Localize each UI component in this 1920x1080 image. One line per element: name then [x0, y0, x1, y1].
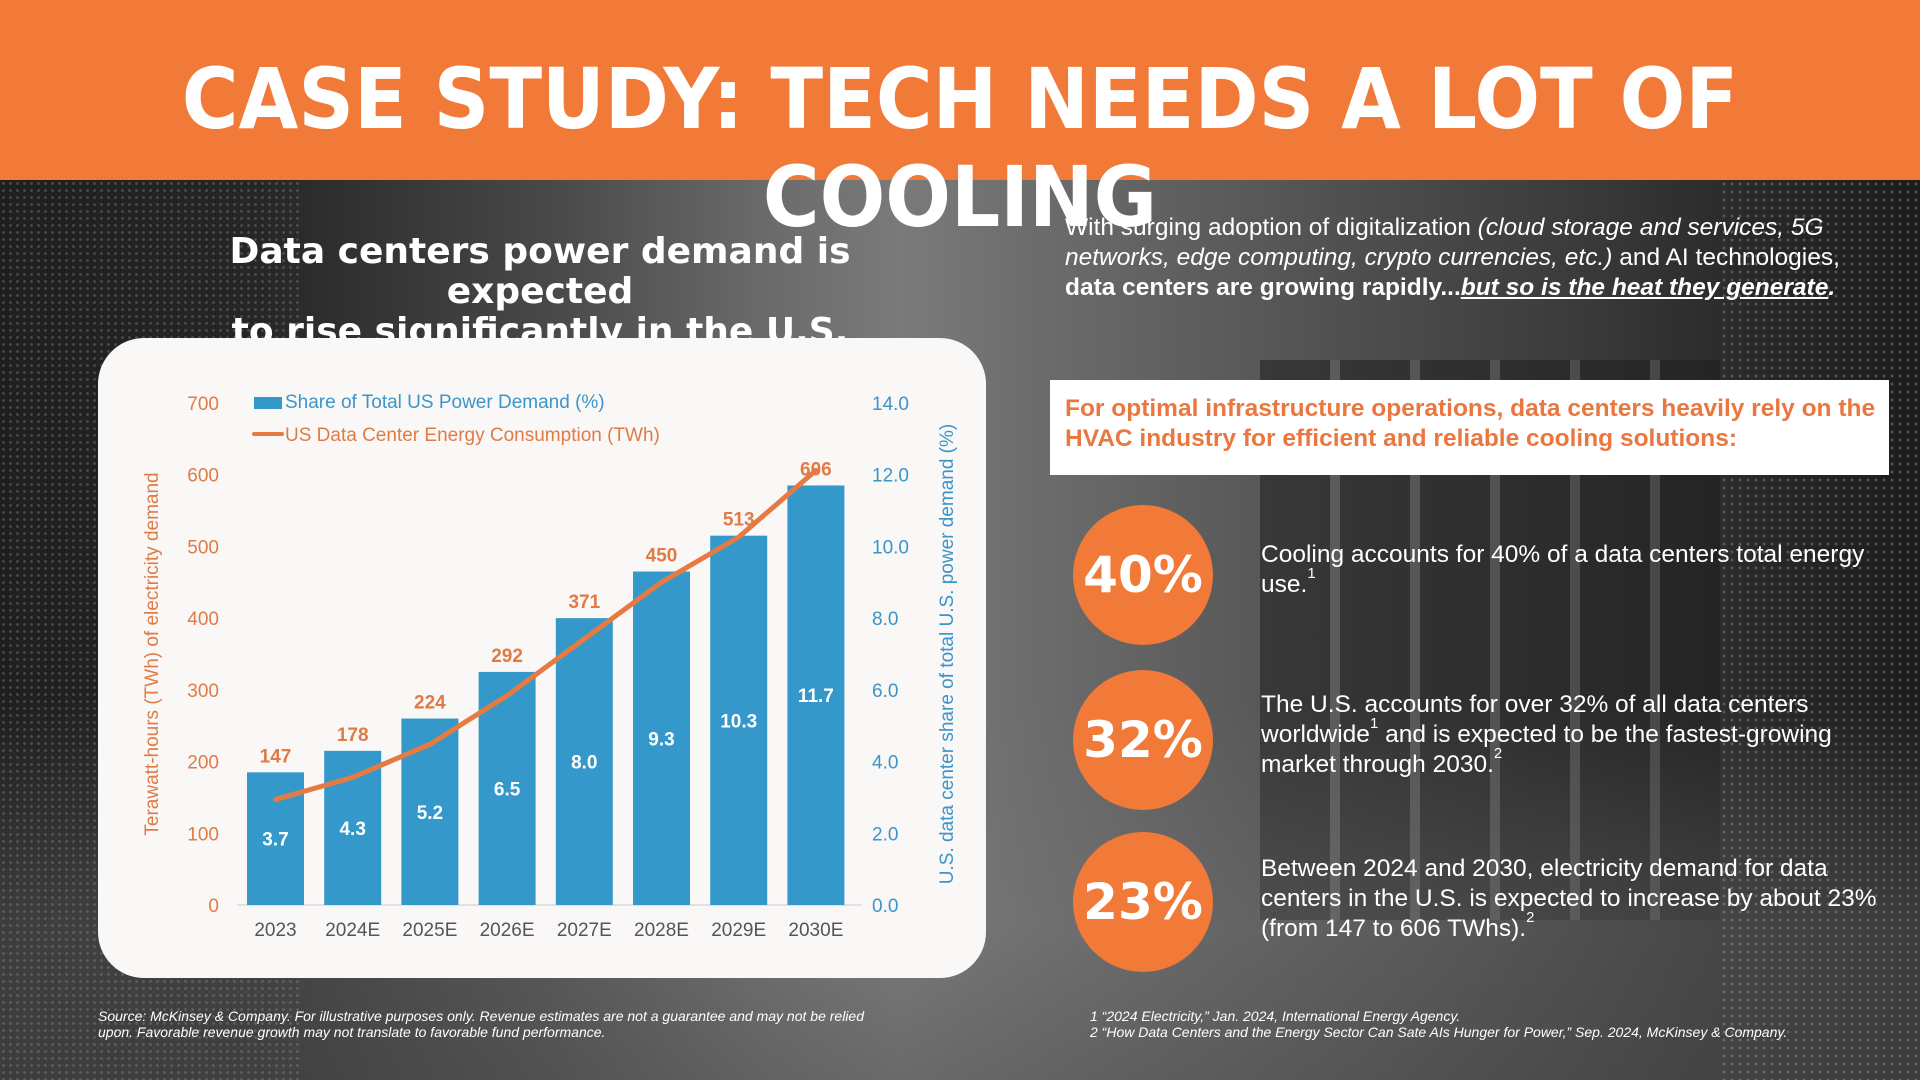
stat-text-cooling: Cooling accounts for 40% of a data cente…: [1261, 540, 1881, 600]
twh-value-label: 450: [646, 546, 678, 567]
y-axis-left-tick: 0: [208, 896, 219, 917]
stat-value: 32%: [1083, 711, 1203, 769]
y-axis-left-tick: 400: [187, 609, 219, 630]
page-title: CASE STUDY: TECH NEEDS A LOT OF COOLING: [181, 50, 1739, 246]
source-line-1: Source: McKinsey & Company. For illustra…: [98, 1008, 864, 1024]
bar-value-label: 9.3: [648, 729, 674, 750]
legend-bar-swatch: [254, 397, 282, 409]
y-axis-left-title: Terawatt-hours (TWh) of electricity dema…: [142, 472, 163, 835]
stat-text-part: Between 2024 and 2030, electricity deman…: [1261, 855, 1877, 942]
bar-value-label: 5.2: [417, 803, 443, 824]
y-axis-left-tick: 600: [187, 466, 219, 487]
reference-2: 2 “How Data Centers and the Energy Secto…: [1090, 1024, 1788, 1040]
intro-italic: (cloud storage and services, 5G networks…: [1065, 214, 1824, 271]
references: 1 “2024 Electricity,” Jan. 2024, Interna…: [1090, 1008, 1920, 1040]
twh-value-label: 513: [723, 510, 755, 531]
stat-circle-us-share: 32%: [1073, 670, 1213, 810]
bar-value-label: 4.3: [339, 819, 365, 840]
y-axis-left-tick: 200: [187, 753, 219, 774]
bar-share-2026E: [478, 671, 536, 905]
line-energy-consumption: [273, 467, 819, 803]
reference-1: 1 “2024 Electricity,” Jan. 2024, Interna…: [1090, 1008, 1461, 1024]
stat-text-us-share: The U.S. accounts for over 32% of all da…: [1261, 690, 1881, 780]
bar-share-2030E: [787, 485, 845, 905]
twh-value-label: 224: [414, 693, 446, 714]
bar-share-2027E: [555, 618, 613, 905]
source-line-2: upon. Favorable revenue growth may not t…: [98, 1024, 606, 1040]
background-perforated-rack-right: [1720, 180, 1920, 1080]
x-axis-tick: 2025E: [402, 920, 457, 941]
footnote-marker: 2: [1526, 909, 1535, 926]
chart-axes: 0 100 200 300 400 500 600 700 0.0 2.0 4.0 6.0 8.0 10.…: [187, 394, 909, 941]
footnote-marker: 1: [1369, 715, 1379, 732]
y-axis-right-tick: 14.0: [872, 394, 909, 415]
chart-heading-line1: Data centers power demand is expected: [229, 231, 851, 312]
legend-line-label: US Data Center Energy Consumption (TWh): [285, 425, 660, 446]
stat-circle-growth: 23%: [1073, 832, 1213, 972]
x-axis-tick: 2027E: [557, 920, 612, 941]
stat-value: 23%: [1083, 873, 1203, 931]
intro-underlined: but so is the heat they generate: [1460, 274, 1829, 301]
twh-value-label: 606: [800, 459, 832, 480]
bar-value-label: 11.7: [798, 686, 834, 707]
y-axis-left-tick: 300: [187, 681, 219, 702]
y-axis-right-tick: 12.0: [872, 466, 909, 487]
twh-value-label: 178: [337, 725, 369, 746]
source-disclaimer: Source: McKinsey & Company. For illustra…: [98, 1008, 998, 1040]
stat-text-part: Cooling accounts for 40% of a data cente…: [1261, 541, 1865, 598]
y-axis-right-tick: 4.0: [872, 753, 898, 774]
intro-text-1: With surging adoption of digitalization: [1065, 214, 1478, 241]
stat-text-growth: Between 2024 and 2030, electricity deman…: [1261, 854, 1881, 944]
y-axis-left-tick: 100: [187, 824, 219, 845]
y-axis-right-tick: 0.0: [872, 896, 898, 917]
twh-value-label: 292: [491, 646, 523, 667]
bar-value-label: 3.7: [262, 830, 288, 851]
chart-legend: Share of Total US Power Demand (%) US Da…: [252, 392, 660, 446]
y-axis-left-tick: 500: [187, 537, 219, 558]
bar-value-label: 8.0: [571, 753, 597, 774]
x-axis-tick: 2028E: [634, 920, 689, 941]
y-axis-right-tick: 2.0: [872, 824, 898, 845]
hvac-callout-text: For optimal infrastructure operations, d…: [1065, 395, 1876, 452]
chart-bars: [247, 485, 845, 905]
footnote-marker: 1: [1307, 565, 1316, 582]
y-axis-right-title: U.S. data center share of total U.S. pow…: [937, 424, 958, 884]
bar-value-label: 10.3: [720, 711, 757, 732]
stat-circle-cooling: 40%: [1073, 505, 1213, 645]
bar-share-2028E: [633, 571, 690, 905]
y-axis-right-tick: 10.0: [872, 537, 909, 558]
chart-line: [273, 467, 819, 803]
hvac-callout-box: For optimal infrastructure operations, d…: [1050, 380, 1889, 475]
x-axis-tick: 2023: [254, 920, 296, 941]
intro-end: .: [1828, 274, 1836, 301]
footnote-marker: 2: [1493, 745, 1503, 762]
y-axis-right-tick: 8.0: [872, 609, 898, 630]
stat-text-part: The U.S. accounts for over 32% of all da…: [1261, 691, 1809, 748]
intro-bold: data centers are growing rapidly...: [1065, 274, 1461, 301]
bar-share-2025E: [401, 718, 459, 905]
twh-value-label: 371: [568, 592, 600, 613]
legend-bar-label: Share of Total US Power Demand (%): [285, 392, 605, 413]
chart-data-labels: 3.7 147 4.3 178 5.2 224 6.5 292 8.0 371 9.3 450 10.3…: [260, 459, 834, 850]
stat-value: 40%: [1083, 546, 1203, 604]
twh-value-label: 147: [260, 746, 292, 767]
y-axis-right-tick: 6.0: [872, 681, 898, 702]
bar-value-label: 6.5: [494, 779, 521, 800]
stat-text-part: and is expected to be the fastest-growin…: [1261, 721, 1832, 778]
x-axis-tick: 2026E: [480, 920, 535, 941]
intro-paragraph: With surging adoption of digitalization …: [1065, 213, 1865, 303]
y-axis-left-tick: 700: [187, 394, 219, 415]
bar-share-2029E: [710, 535, 768, 905]
x-axis-tick: 2024E: [325, 920, 380, 941]
header-banner: CASE STUDY: TECH NEEDS A LOT OF COOLING: [0, 0, 1920, 246]
chart-heading: Data centers power demand is expected to…: [150, 232, 930, 352]
x-axis-tick: 2029E: [711, 920, 766, 941]
intro-text-2: and AI technologies,: [1612, 244, 1840, 271]
x-axis-tick: 2030E: [788, 920, 843, 941]
